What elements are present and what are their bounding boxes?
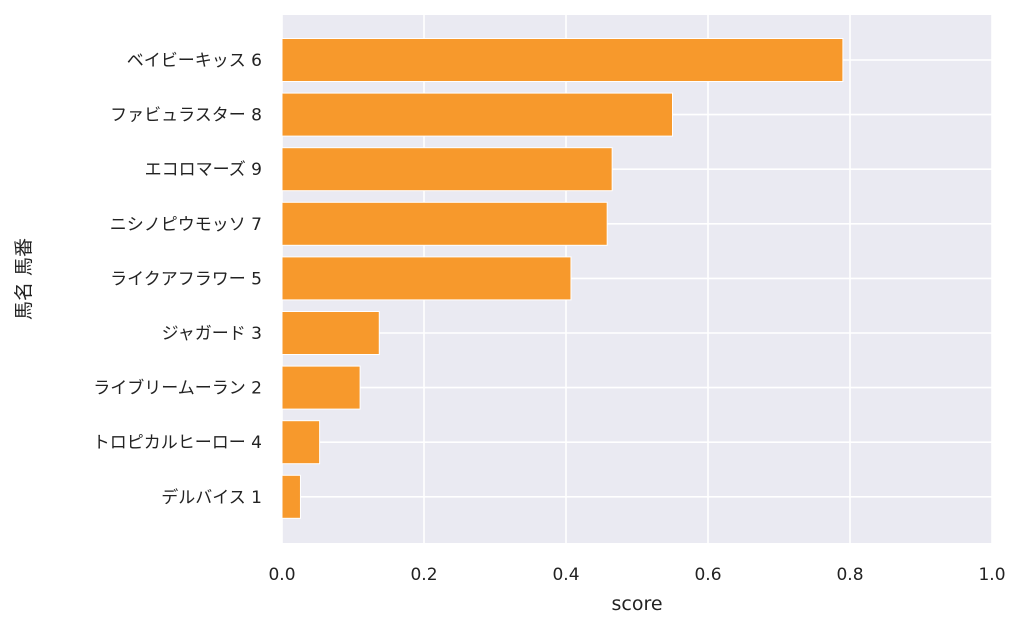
y-tick-label: ライブリームーラン 2	[93, 378, 262, 399]
bars	[281, 38, 844, 519]
x-tick-label: 0.2	[410, 565, 437, 585]
bar	[281, 201, 608, 246]
x-tick-label: 0.6	[694, 565, 721, 585]
bar	[281, 147, 613, 192]
y-tick-label: トロピカルヒーロー 4	[93, 433, 262, 453]
y-tick-label: ニシノピウモッソ 7	[110, 215, 262, 235]
x-axis-label: score	[611, 593, 662, 615]
y-tick-label: ライクアフラワー 5	[110, 269, 262, 289]
y-tick-labels: ベイビーキッス 6 ファビュラスター 8 エコロマーズ 9 ニシノピウモッソ 7 ライク…	[93, 51, 262, 508]
bar	[281, 420, 321, 465]
bar	[281, 38, 844, 82]
x-tick-label: 0.4	[552, 565, 579, 585]
x-tick-label: 0.0	[268, 565, 295, 585]
y-tick-label: デルバイス 1	[161, 487, 262, 508]
y-tick-label: ジャガード 3	[162, 324, 262, 344]
bar	[281, 474, 301, 519]
x-tick-label: 0.8	[836, 565, 863, 585]
y-axis-label: 馬名 馬番	[13, 238, 35, 320]
y-tick-label: エコロマーズ 9	[145, 160, 262, 180]
bar	[281, 365, 361, 410]
y-tick-label: ベイビーキッス 6	[127, 51, 262, 71]
y-tick-label: ファビュラスター 8	[110, 106, 262, 126]
x-tick-labels: 0.0 0.2 0.4 0.6 0.8 1.0	[268, 565, 1005, 585]
bar	[281, 92, 673, 137]
bar	[281, 256, 572, 301]
bar	[281, 311, 380, 355]
x-tick-label: 1.0	[978, 565, 1005, 585]
